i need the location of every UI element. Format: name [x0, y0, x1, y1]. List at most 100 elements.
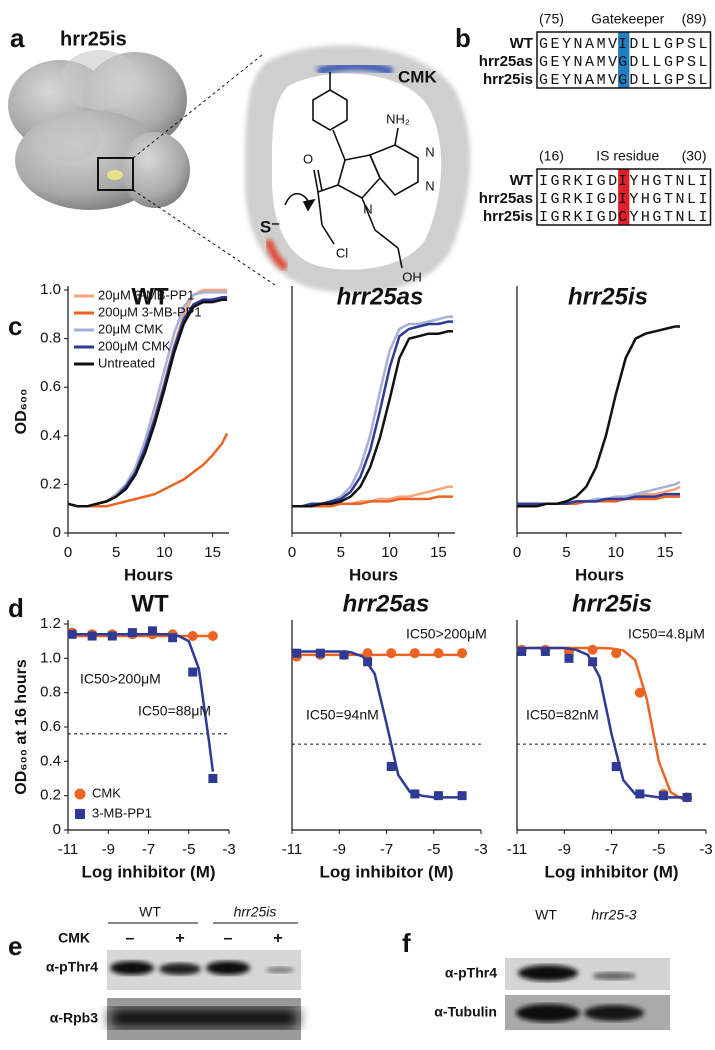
chart-title: hrr25as: [343, 590, 430, 617]
x-axis-label: Log inhibitor (M): [319, 862, 453, 881]
x-tick-label: 15: [204, 544, 221, 561]
alignment-label: IS residue: [596, 148, 659, 164]
data-point: [188, 667, 198, 677]
sequence: DLLGPSL: [629, 54, 707, 71]
data-point: [658, 791, 668, 801]
panel-letter: f: [402, 928, 411, 958]
data-point: [148, 626, 158, 636]
lane-label: WT: [535, 907, 557, 923]
x-tick-label: -11: [282, 841, 303, 858]
data-point: [457, 791, 467, 801]
lane-label: –: [126, 930, 135, 947]
y-tick-label: 0.2: [40, 787, 61, 804]
data-point: [292, 648, 302, 658]
antibody-label: α-pThr4: [445, 965, 497, 981]
x-axis-label: Log inhibitor (M): [544, 862, 678, 881]
x-tick-label: 5: [112, 544, 120, 561]
y-tick-label: 1.0: [40, 281, 61, 298]
chart-title: hrr25is: [572, 590, 652, 617]
protein-surface: [8, 50, 190, 210]
atom-label: O: [303, 151, 313, 166]
position-label: (30): [682, 148, 707, 164]
series-line: [67, 298, 228, 508]
series-line: [517, 325, 680, 508]
data-point: [107, 631, 117, 641]
legend-label: Untreated: [98, 355, 155, 370]
data-point: [409, 648, 420, 659]
group-label: WT: [139, 904, 161, 920]
x-tick-label: 15: [657, 544, 674, 561]
x-tick-label: -5: [427, 841, 440, 858]
data-point: [386, 761, 396, 771]
sequence: DLLGPSL: [629, 72, 707, 89]
sequence: GEYNAMV: [539, 36, 617, 53]
pocket: [245, 45, 471, 293]
panel-title: hrr25is: [60, 28, 127, 50]
fit-curve: [517, 646, 688, 802]
lane-label: +: [175, 930, 184, 947]
sequence: G: [618, 72, 627, 89]
row-label: WT: [510, 35, 533, 52]
data-point: [67, 629, 77, 639]
sequence: IGRKIGD: [539, 209, 617, 226]
x-tick-label: -5: [652, 841, 665, 858]
x-tick-label: -11: [507, 841, 528, 858]
sequence: I: [618, 173, 627, 190]
sequence: GEYNAMV: [539, 54, 617, 71]
fit-curve: [517, 646, 688, 799]
lane-label: +: [273, 930, 282, 947]
row-label: hrr25is: [483, 71, 533, 88]
y-tick-label: 1.0: [40, 649, 61, 666]
sequence: G: [618, 54, 627, 71]
data-point: [207, 631, 218, 642]
legend-label: 20μM 3-MB-PP1: [98, 287, 194, 302]
y-axis-label: OD₆₀₀ at 16 hours: [13, 659, 30, 795]
sequence: YHGTNLI: [629, 209, 707, 226]
blot: [505, 995, 670, 1030]
data-point: [588, 657, 598, 667]
x-axis-label: Log inhibitor (M): [81, 862, 215, 881]
x-tick-label: -9: [333, 841, 346, 858]
x-tick-label: -7: [605, 841, 618, 858]
lane-label: hrr25-3: [591, 907, 636, 923]
sequence: C: [618, 209, 627, 226]
data-point: [208, 774, 218, 783]
legend-label: 200μM CMK: [98, 338, 171, 353]
y-tick-label: 0: [53, 821, 61, 838]
x-tick-label: -9: [558, 841, 571, 858]
sequence: IGRKIGD: [539, 173, 617, 190]
x-tick-label: 0: [513, 544, 521, 561]
x-tick-label: 5: [337, 544, 345, 561]
alignment-box: [536, 168, 712, 226]
molecule: [284, 72, 419, 269]
data-point: [410, 789, 420, 799]
data-point: [611, 761, 621, 771]
alignment-label: Gatekeeper: [591, 11, 664, 27]
x-tick-label: -11: [58, 841, 79, 858]
chart-title: hrr25is: [568, 283, 648, 310]
annotation: IC50>200μM: [80, 671, 161, 687]
position-label: (89): [682, 11, 707, 27]
x-tick-label: 0: [288, 544, 296, 561]
sequence: I: [618, 191, 627, 208]
data-point: [339, 650, 349, 660]
pocket-label: CMK: [398, 67, 437, 86]
atom-label: S⁻: [260, 217, 280, 236]
sequence: YHGTNLI: [629, 173, 707, 190]
series-line: [292, 495, 453, 508]
atom-label: NH₂: [386, 111, 410, 126]
y-tick-label: 1.2: [40, 615, 61, 632]
data-point: [87, 631, 97, 641]
data-point: [634, 687, 645, 698]
row-label: hrr25is: [483, 208, 533, 225]
panel-letter: d: [8, 593, 24, 623]
zoom-line: [132, 189, 276, 286]
data-point: [457, 648, 468, 659]
sequence: GEYNAMV: [539, 72, 617, 89]
x-tick-label: -9: [102, 841, 115, 858]
data-point: [362, 648, 373, 659]
data-point: [386, 648, 397, 659]
data-point: [611, 648, 622, 659]
position-label: (16): [539, 148, 564, 164]
